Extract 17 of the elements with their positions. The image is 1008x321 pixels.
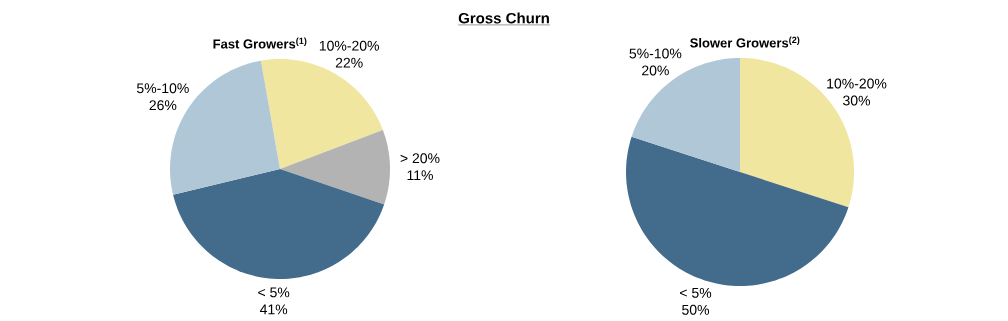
slice-label: < 5% xyxy=(680,287,712,298)
data-label: 50% xyxy=(682,304,710,315)
slice-label: 5%-10% xyxy=(136,83,189,94)
chart-title: Fast Growers$^{(1)}$ xyxy=(213,37,307,49)
slice-label: 5%-10% xyxy=(629,48,682,59)
slice-label: > 20% xyxy=(400,153,440,164)
slice-label: 10%-20% xyxy=(319,40,379,51)
text: Gross Churn xyxy=(458,12,549,24)
data-label: 20% xyxy=(642,65,669,76)
data-label: 11% xyxy=(407,170,433,181)
data-label: 26% xyxy=(149,100,177,111)
chart-title: Slower Growers$^{(2)}$ xyxy=(690,36,800,48)
slice-label: 10%-20% xyxy=(827,78,887,89)
data-label: 30% xyxy=(843,95,871,106)
data-label: 22% xyxy=(335,57,363,68)
slice-label: < 5% xyxy=(258,287,290,298)
data-label: 41% xyxy=(259,304,288,315)
